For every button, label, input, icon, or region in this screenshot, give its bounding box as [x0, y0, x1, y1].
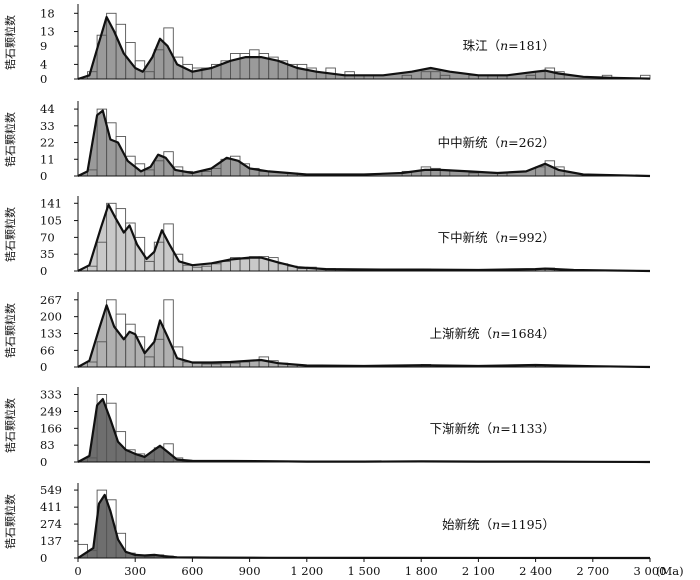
panel-label-count: =992）	[508, 230, 555, 245]
y-tick-label: 35	[40, 247, 55, 261]
panel-label: 珠江（n=181）	[463, 38, 555, 53]
panel-6: 0 137 274 411 549 锆石颗粒数 始新统（n=1195）	[3, 483, 651, 565]
panel-3: 0 35 70 105 141 锆石颗粒数 下中新统（n=992）	[3, 196, 651, 278]
x-axis-unit-label: (Ma)	[656, 564, 684, 578]
y-axis-label: 锆石颗粒数	[3, 398, 17, 453]
panel-label-name: 珠江（	[463, 38, 501, 53]
kde-curve	[77, 304, 651, 369]
panel-5: 0 83 166 249 333 锆石颗粒数 下渐新统（n=1133）	[3, 387, 651, 469]
x-tick-label: 900	[239, 564, 261, 578]
x-tick-label: 2 400	[519, 564, 552, 578]
y-tick-label: 0	[40, 169, 47, 183]
y-tick-label: 4	[40, 57, 47, 71]
panel-label-name: 上渐新统（	[430, 326, 493, 341]
y-tick-label: 105	[40, 214, 62, 228]
y-tick-label: 66	[40, 343, 55, 357]
y-tick-label: 18	[40, 6, 55, 20]
panel-label-n: n	[492, 326, 500, 341]
y-tick-label: 0	[40, 455, 47, 469]
panel-label-name: 下渐新统（	[430, 421, 493, 436]
kde-curve	[77, 398, 651, 464]
y-tick-label: 13	[40, 25, 55, 39]
panel-label-n: n	[500, 38, 508, 53]
panel-label-n: n	[492, 517, 500, 532]
panel-label: 上渐新统（n=1684）	[430, 326, 555, 341]
y-tick-label: 11	[40, 152, 55, 166]
panel-label-n: n	[500, 230, 508, 245]
y-tick-label: 200	[40, 310, 62, 324]
y-tick-label: 137	[40, 534, 62, 548]
panel-4: 0 66 133 200 267 锆石颗粒数 上渐新统（n=1684）	[3, 292, 651, 374]
kde-curve	[77, 493, 651, 560]
kde-curve	[77, 203, 651, 273]
x-tick-label: 1 200	[290, 564, 323, 578]
panel-label-name: 中中新统（	[438, 135, 501, 150]
y-tick-label: 549	[40, 483, 62, 497]
x-ticks-group: 0 300 600 900 1 200 1 500 1 800 2 100 2 400 2 700…	[74, 558, 666, 578]
panel-label-count: =1684）	[500, 326, 555, 341]
y-tick-label: 411	[40, 500, 62, 514]
y-tick-label: 166	[40, 421, 62, 435]
y-tick-label: 267	[40, 293, 62, 307]
x-tick-label: 300	[124, 564, 146, 578]
panel-label: 始新统（n=1195）	[442, 517, 555, 532]
panel-label-name: 下中新统（	[438, 230, 501, 245]
y-axis-label: 锆石颗粒数	[3, 303, 17, 358]
panel-label: 中中新统（n=262）	[438, 135, 555, 150]
kde-curve	[77, 109, 651, 178]
panel-label: 下渐新统（n=1133）	[430, 421, 555, 436]
y-tick-label: 141	[40, 196, 62, 210]
y-tick-label: 133	[40, 327, 62, 341]
panel-label-name: 始新统（	[442, 517, 492, 532]
y-axis-label: 锆石颗粒数	[3, 15, 17, 70]
panel-label: 下中新统（n=992）	[438, 230, 555, 245]
x-tick-label: 2 700	[576, 564, 609, 578]
y-axis-label: 锆石颗粒数	[3, 207, 17, 262]
y-tick-label: 22	[40, 136, 55, 150]
panel-label-count: =1133）	[500, 421, 555, 436]
panel-2: 0 11 22 33 44 锆石颗粒数 中中新统（n=262）	[3, 101, 651, 183]
panel-label-n: n	[492, 421, 500, 436]
x-tick-label: 1 500	[348, 564, 381, 578]
kde-curve	[77, 15, 651, 81]
y-tick-label: 274	[40, 517, 62, 531]
y-tick-label: 44	[40, 102, 55, 116]
y-tick-label: 0	[40, 551, 47, 565]
y-axis-label: 锆石颗粒数	[3, 494, 17, 549]
x-tick-label: 2 100	[462, 564, 495, 578]
y-tick-label: 0	[40, 264, 47, 278]
panel-1: 04 913 18 锆石颗粒数 珠江（n=181）	[3, 4, 651, 86]
y-tick-label: 0	[40, 72, 47, 86]
x-tick-label: 3 000	[634, 564, 667, 578]
y-tick-label: 33	[40, 119, 55, 133]
y-axis-label: 锆石颗粒数	[3, 112, 17, 167]
panel-label-count: =181）	[508, 38, 555, 53]
y-tick-label: 9	[40, 39, 47, 53]
y-tick-label: 249	[40, 405, 62, 419]
panel-label-count: =262）	[508, 135, 555, 150]
x-tick-label: 0	[74, 564, 81, 578]
y-tick-label: 333	[40, 387, 62, 401]
panel-label-n: n	[500, 135, 508, 150]
x-tick-label: 1 800	[405, 564, 438, 578]
y-tick-label: 0	[40, 360, 47, 374]
y-tick-label: 70	[40, 230, 55, 244]
panel-label-count: =1195）	[500, 517, 555, 532]
x-tick-label: 600	[181, 564, 203, 578]
kde-area	[78, 494, 650, 558]
y-tick-label: 83	[40, 438, 55, 452]
x-axis: 0 300 600 900 1 200 1 500 1 800 2 100 2 400 2 700…	[74, 557, 684, 578]
